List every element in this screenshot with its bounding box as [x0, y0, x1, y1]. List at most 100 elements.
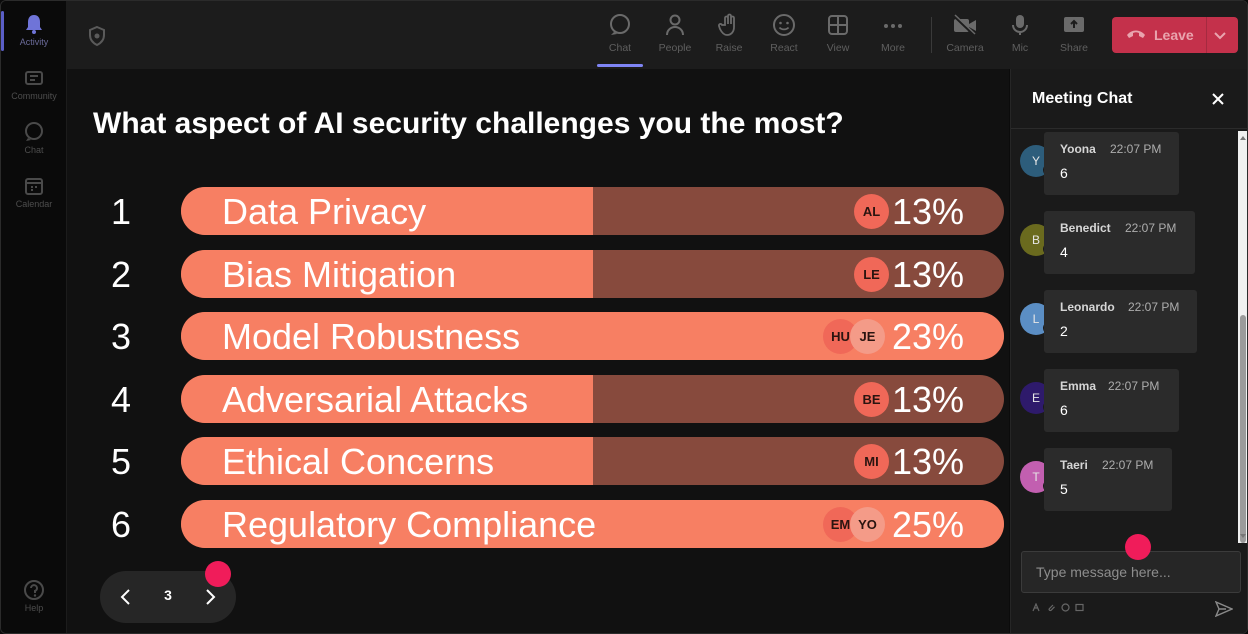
chat-message[interactable]: Leonardo 22:07 PM 2: [1044, 290, 1197, 353]
chat-avatar-initial: B: [1031, 233, 1040, 247]
chat-sender-name: Emma: [1060, 379, 1097, 393]
camera-button[interactable]: Camera: [940, 11, 990, 63]
react-button[interactable]: React: [759, 11, 809, 63]
poll-option-rank: 1: [110, 191, 132, 232]
pager: 3: [100, 571, 236, 623]
chat-icon: [610, 14, 630, 35]
chat-button[interactable]: Chat: [595, 11, 645, 67]
chat-message-text: 6: [1060, 165, 1068, 181]
chat-scrollbar[interactable]: [1238, 131, 1247, 543]
more-dots-icon: [884, 24, 902, 28]
poll-option-row: 5 Ethical Concerns MI 13%: [97, 437, 1009, 485]
poll-option-label: Bias Mitigation: [222, 253, 457, 295]
close-icon[interactable]: [1210, 91, 1226, 107]
voter-avatar: MI: [854, 444, 889, 479]
rail-item-activity[interactable]: Activity: [1, 5, 67, 55]
mic-label: Mic: [1011, 42, 1029, 54]
chat-message[interactable]: Yoona 22:07 PM 6: [1044, 132, 1179, 195]
rail-item-help[interactable]: Help: [1, 571, 67, 621]
scrollbar-thumb[interactable]: [1240, 315, 1246, 543]
chat-message[interactable]: Taeri 22:07 PM 5: [1044, 448, 1172, 511]
chat-message-text: 4: [1060, 244, 1068, 260]
poll-option-rank: 2: [110, 253, 132, 295]
poll-option-percent: 13%: [891, 378, 964, 420]
send-icon[interactable]: [1215, 601, 1233, 617]
poll-option-percent: 13%: [891, 253, 964, 295]
chevron-right-icon[interactable]: [200, 587, 220, 607]
chat-avatar-initial: E: [1031, 391, 1040, 405]
poll-option-row: 4 Adversarial Attacks BE 13%: [97, 374, 1009, 423]
emoji-icon[interactable]: [1061, 603, 1070, 612]
community-icon: [25, 71, 43, 85]
poll-option-row: 6 Regulatory Compliance EM YO 25%: [97, 499, 1009, 548]
rail-label-community: Community: [11, 91, 57, 101]
share-button[interactable]: Share: [1049, 11, 1099, 63]
chevron-down-icon[interactable]: [1213, 28, 1227, 42]
poll-option-label: Data Privacy: [222, 191, 427, 232]
chevron-left-icon[interactable]: [116, 587, 136, 607]
attach-icon[interactable]: [1047, 603, 1056, 612]
format-icon[interactable]: [1032, 603, 1041, 612]
chat-message-text: 2: [1060, 323, 1068, 339]
gif-icon[interactable]: [1075, 603, 1084, 612]
poll-result-fill: [181, 187, 593, 235]
voter-avatar: EM: [823, 506, 858, 542]
toolbar-divider: [931, 17, 932, 53]
voter-avatar: BE: [854, 381, 889, 417]
share-screen-icon: [1064, 17, 1084, 32]
poll-question: What aspect of AI security challenges yo…: [93, 107, 844, 140]
view-button[interactable]: View: [813, 11, 863, 63]
people-button[interactable]: People: [650, 11, 700, 63]
poll-option-rank: 5: [110, 441, 132, 482]
poll-result-bar: Data Privacy AL 13%: [181, 187, 1004, 235]
rail-item-community[interactable]: Community: [1, 59, 67, 109]
more-button[interactable]: More: [868, 11, 918, 63]
poll-result-fill: [181, 437, 593, 485]
camera-label: Camera: [946, 42, 984, 54]
leave-label: Leave: [1154, 27, 1194, 43]
share-label: Share: [1059, 42, 1089, 54]
poll-option-row: 2 Bias Mitigation LE 13%: [97, 249, 1009, 298]
chat-icon: [25, 122, 43, 141]
poll-result-fill: [181, 249, 593, 298]
meeting-toolbar: Chat People Raise React View More Camera: [67, 1, 1247, 69]
scroll-up-arrow-icon[interactable]: [1239, 134, 1247, 142]
poll-result-bar: Model Robustness HU JE 23%: [181, 312, 1004, 360]
poll-option-percent: 25%: [891, 503, 964, 545]
chat-sender-name: Yoona: [1060, 142, 1096, 156]
leave-button[interactable]: Leave: [1112, 17, 1238, 53]
poll-result-bar: Regulatory Compliance EM YO 25%: [181, 499, 1004, 548]
raise-label: Raise: [715, 42, 743, 54]
poll-option-rank: 6: [110, 503, 132, 545]
raise-hand-button[interactable]: Raise: [704, 11, 754, 63]
chat-label: Chat: [608, 42, 632, 54]
chat-message[interactable]: Emma 22:07 PM 6: [1044, 369, 1179, 432]
mic-button[interactable]: Mic: [995, 11, 1045, 63]
rail-label-chat: Chat: [24, 145, 44, 155]
chat-message-text: 6: [1060, 402, 1068, 418]
react-label: React: [770, 42, 798, 54]
voter-avatar: AL: [854, 194, 889, 229]
chat-timestamp: 22:07 PM: [1110, 142, 1162, 156]
poll-option-rank: 4: [110, 378, 132, 420]
chat-title: Meeting Chat: [1032, 90, 1133, 107]
poll-option-percent: 13%: [891, 191, 964, 232]
poll-option-row: 3 Model Robustness HU JE 23%: [97, 312, 1009, 360]
meeting-chat-panel: Meeting Chat Y Yoona 22:07 PM 6 B Benedict 22:…: [1010, 69, 1247, 633]
poll-option-row: 1 Data Privacy AL 13%: [97, 187, 1009, 235]
voter-avatar: JE: [850, 319, 885, 354]
voter-avatar: YO: [850, 506, 885, 542]
rail-item-chat[interactable]: Chat: [1, 113, 67, 163]
more-label: More: [881, 42, 905, 54]
scroll-down-arrow-icon[interactable]: [1239, 532, 1247, 540]
poll-result-bar: Adversarial Attacks BE 13%: [181, 374, 1004, 423]
poll-result-bar: Bias Mitigation LE 13%: [181, 249, 1004, 298]
chat-message[interactable]: Benedict 22:07 PM 4: [1044, 211, 1195, 274]
raise-hand-icon: [718, 13, 735, 36]
chat-avatar-initial: T: [1032, 470, 1040, 484]
voter-avatar: LE: [854, 256, 889, 292]
rail-item-calendar[interactable]: Calendar: [1, 167, 67, 217]
hang-up-icon: [1127, 30, 1145, 38]
poll-option-percent: 13%: [891, 441, 964, 482]
people-label: People: [658, 42, 692, 54]
